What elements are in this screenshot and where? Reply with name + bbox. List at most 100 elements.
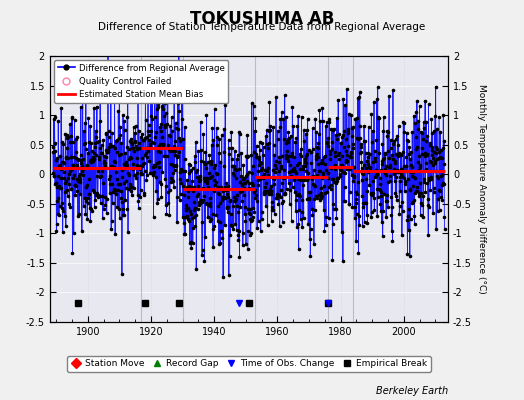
Point [158,134,166,140]
Point [399,207,407,214]
Point [169,170,177,176]
Point [93,194,102,200]
Point [292,224,301,230]
Point [115,135,123,142]
Point [214,190,222,196]
Point [209,244,217,250]
Point [213,202,222,209]
Point [355,213,363,220]
Point [122,185,130,191]
Point [153,160,161,166]
Point [263,127,271,133]
Point [52,180,60,187]
Point [251,194,259,201]
Point [368,190,376,197]
Point [68,115,76,122]
Point [356,89,364,95]
Point [425,158,434,164]
Point [391,136,400,142]
Point [354,249,363,256]
Point [122,163,130,169]
Point [65,171,73,178]
Point [225,272,233,278]
Point [328,139,336,145]
Point [246,232,255,238]
Point [434,196,442,202]
Point [382,172,390,178]
Point [417,212,425,218]
Point [298,196,307,203]
Point [369,159,378,165]
Point [346,153,355,160]
Point [388,204,396,210]
Point [357,159,366,165]
Point [286,162,294,168]
Point [309,181,318,188]
Point [291,168,299,174]
Point [423,133,431,140]
Point [361,219,369,226]
Point [114,152,123,158]
Point [435,154,444,160]
Point [309,146,317,152]
Point [257,167,266,174]
Point [139,160,148,166]
Point [150,140,159,146]
Point [356,149,365,155]
Point [372,167,380,173]
Point [149,214,158,220]
Point [109,143,117,150]
Point [108,163,117,170]
Point [130,147,138,154]
Point [151,174,160,180]
Point [347,149,356,156]
Point [411,120,419,127]
Point [107,218,116,224]
Point [291,207,300,214]
Point [55,212,63,218]
Point [285,135,293,141]
Point [196,118,205,125]
Point [414,192,423,199]
Point [152,128,160,135]
Point [211,106,219,113]
Point [160,113,169,119]
Point [397,151,405,157]
Point [137,134,145,140]
Point [231,198,239,204]
Point [352,200,360,207]
Point [152,187,160,194]
Point [280,135,289,142]
Point [127,139,136,145]
Point [252,192,260,199]
Point [72,148,81,155]
Point [165,212,173,218]
Point [291,139,299,146]
Point [244,185,253,191]
Point [260,189,269,196]
Point [271,162,279,168]
Point [359,162,368,169]
Point [346,188,354,195]
Point [146,170,155,176]
Point [418,151,426,157]
Point [164,200,172,206]
Point [302,151,311,157]
Point [205,170,213,177]
Point [79,155,88,162]
Point [78,228,86,234]
Point [67,132,75,139]
Point [89,156,97,162]
Point [337,229,346,235]
Point [129,184,138,191]
Point [78,168,86,174]
Point [390,171,398,178]
Point [310,182,319,188]
Point [268,199,277,205]
Point [72,154,80,161]
Point [254,168,263,175]
Point [139,161,147,167]
Point [77,152,85,158]
Point [321,190,330,196]
Point [430,128,439,134]
